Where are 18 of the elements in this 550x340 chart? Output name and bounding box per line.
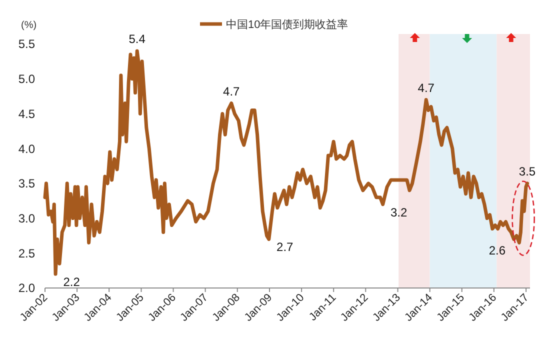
annotation: 5.4 bbox=[128, 32, 146, 46]
annotation: 4.7 bbox=[418, 80, 435, 95]
y-tick-label: 2.5 bbox=[18, 246, 36, 260]
y-tick-label: 3.5 bbox=[18, 176, 36, 191]
y-tick-label: 5.0 bbox=[18, 72, 36, 86]
y-tick-label: 5.5 bbox=[18, 37, 36, 52]
annotation: 2.6 bbox=[488, 244, 506, 258]
legend-label: 中国10年国债到期收益率 bbox=[226, 18, 348, 31]
y-tick-label: 4.5 bbox=[18, 106, 36, 121]
annotation: 2.2 bbox=[63, 275, 80, 290]
annotation: 4.7 bbox=[223, 84, 240, 98]
y-tick-label: 3.0 bbox=[18, 211, 36, 226]
annotation: 3.5 bbox=[518, 164, 536, 178]
annotation: 2.7 bbox=[276, 240, 294, 254]
y-axis-title: (%) bbox=[21, 20, 37, 31]
y-tick-label: 4.0 bbox=[18, 142, 36, 156]
y-tick-label: 2.0 bbox=[18, 281, 36, 296]
annotation: 3.2 bbox=[390, 205, 408, 220]
